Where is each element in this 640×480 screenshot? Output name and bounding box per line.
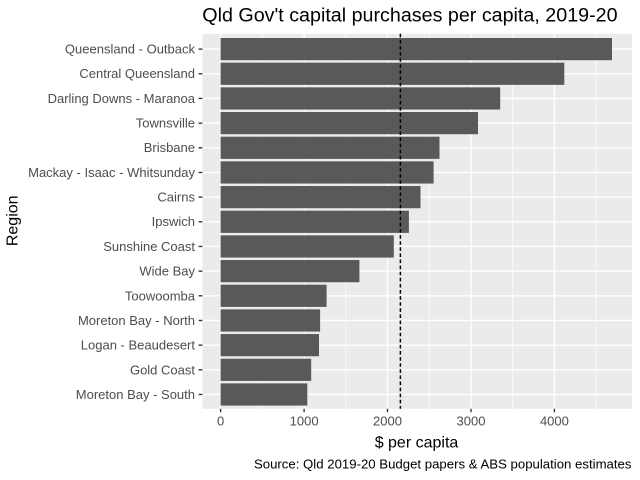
svg-text:Central Queensland: Central Queensland	[79, 66, 195, 81]
svg-text:1000: 1000	[290, 414, 319, 429]
svg-text:Mackay - Isaac - Whitsunday: Mackay - Isaac - Whitsunday	[28, 165, 195, 180]
svg-text:0: 0	[217, 414, 224, 429]
svg-text:Logan - Beaudesert: Logan - Beaudesert	[81, 338, 196, 353]
svg-text:3000: 3000	[457, 414, 486, 429]
svg-text:Qld Gov't capital purchases pe: Qld Gov't capital purchases per capita, …	[202, 5, 617, 27]
svg-text:Brisbane: Brisbane	[144, 140, 195, 155]
svg-text:Gold Coast: Gold Coast	[130, 362, 195, 377]
svg-text:Moreton Bay - South: Moreton Bay - South	[76, 387, 195, 402]
svg-text:Cairns: Cairns	[157, 190, 195, 205]
svg-text:Region: Region	[5, 195, 22, 246]
svg-text:Ipswich: Ipswich	[152, 214, 195, 229]
svg-text:Queensland - Outback: Queensland - Outback	[65, 42, 196, 57]
svg-text:Moreton Bay - North: Moreton Bay - North	[78, 313, 195, 328]
svg-text:Wide Bay: Wide Bay	[139, 264, 195, 279]
svg-text:Sunshine Coast: Sunshine Coast	[103, 239, 195, 254]
svg-text:Source: Qld 2019-20 Budget pap: Source: Qld 2019-20 Budget papers & ABS …	[254, 456, 632, 471]
svg-text:Darling Downs - Maranoa: Darling Downs - Maranoa	[48, 91, 196, 106]
svg-text:Toowoomba: Toowoomba	[125, 288, 196, 303]
svg-text:$ per capita: $ per capita	[375, 434, 459, 451]
svg-text:2000: 2000	[373, 414, 402, 429]
svg-text:4000: 4000	[540, 414, 569, 429]
svg-text:Townsville: Townsville	[136, 116, 195, 131]
